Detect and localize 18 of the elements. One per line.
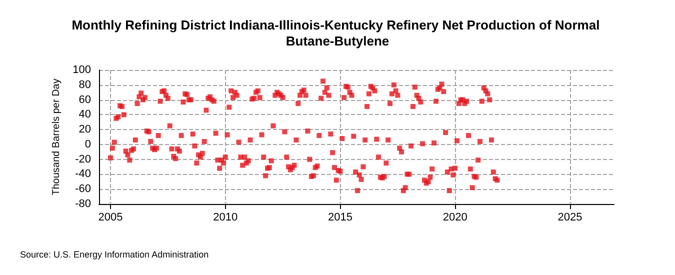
y-tick-label: 20 bbox=[78, 124, 91, 136]
x-tick-label: 2010 bbox=[213, 212, 238, 224]
x-tick-label: 2020 bbox=[442, 212, 468, 224]
y-tick-label: 60 bbox=[78, 94, 91, 106]
source-note: Source: U.S. Energy Information Administration bbox=[20, 250, 209, 260]
y-axis-title: Thousand Barrels per Day bbox=[51, 78, 62, 196]
y-tick-label: 0 bbox=[84, 138, 91, 150]
x-tick-label: 2025 bbox=[558, 212, 582, 224]
y-tick-label: 80 bbox=[78, 78, 91, 91]
y-tick-label: -20 bbox=[75, 153, 91, 166]
y-tick-label: 100 bbox=[72, 64, 91, 76]
y-tick-label: -40 bbox=[75, 168, 91, 180]
x-tick-label: 2015 bbox=[328, 212, 352, 224]
x-tick-label: 2005 bbox=[98, 212, 123, 224]
chart-title: Monthly Refining District Indiana-Illinois-Kentucky Refinery Net Production of Normal Butane-Butylene bbox=[72, 18, 604, 48]
y-tick-label: 40 bbox=[78, 108, 91, 121]
y-tick-label: -80 bbox=[75, 198, 91, 210]
y-tick-label: -60 bbox=[75, 183, 91, 196]
